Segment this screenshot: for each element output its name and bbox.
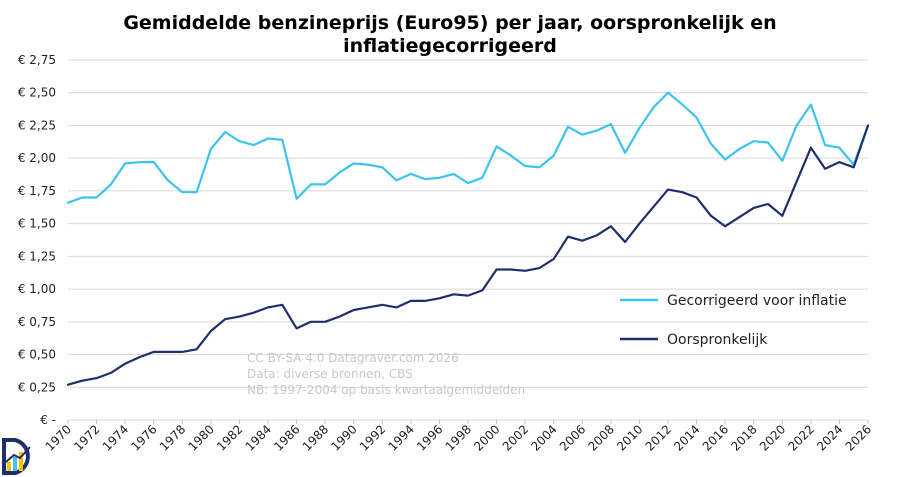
source-annotation: CC BY-SA 4.0 Datagraver.com 2026 Data: di… [247,351,525,397]
chart-title-line: inflatiegecorrigeerd [343,35,557,57]
logo-trend-line [5,446,31,463]
x-tick-label: 1972 [71,422,102,453]
x-tick-label: 1998 [443,422,474,453]
x-tick-label: 1990 [328,422,359,453]
datagraver-logo [2,438,31,475]
series-line-inflation-corrected [66,91,870,204]
x-tick-label: 2012 [643,422,674,453]
x-tick-label: 2008 [585,422,616,453]
x-tick-label: 1976 [128,422,159,453]
chart-title: Gemiddelde benzineprijs (Euro95) per jaa… [123,12,776,57]
logo-bar [7,462,11,471]
x-tick-label: 2018 [728,422,759,453]
logo-bar [19,452,23,471]
chart-title-line: Gemiddelde benzineprijs (Euro95) per jaa… [123,12,776,34]
legend: Gecorrigeerd voor inflatie Oorspronkelijk [620,293,847,348]
x-tick-label: 2004 [528,422,559,453]
x-tick-label: 1992 [357,422,388,453]
x-tick-label: 2014 [671,422,702,453]
logo-bar [13,457,17,471]
legend-label: Gecorrigeerd voor inflatie [667,293,847,309]
x-tick-label: 1980 [185,422,216,453]
y-tick-label: € - [40,413,56,427]
y-tick-label: € 0,50 [18,348,56,362]
x-tick-label: 2010 [614,422,645,453]
x-tick-label: 1986 [271,422,302,453]
y-tick-label: € 2,00 [18,151,56,165]
x-axis-tick-labels: 1970197219741976197819801982198419861988… [43,420,874,454]
x-tick-label: 1978 [157,422,188,453]
gridlines [68,59,868,421]
x-tick-label: 1988 [300,422,331,453]
y-tick-label: € 0,25 [18,380,56,394]
x-tick-label: 1984 [243,422,274,453]
series-line-original [66,124,870,386]
x-tick-label: 1974 [100,422,131,453]
x-tick-label: 2006 [557,422,588,453]
x-tick-label: 2000 [471,422,502,453]
x-tick-label: 2022 [785,422,816,453]
x-tick-label: 2024 [814,422,845,453]
y-tick-label: € 2,75 [18,53,56,67]
y-tick-label: € 1,50 [18,217,56,231]
legend-label: Oorspronkelijk [667,332,768,348]
x-tick-label: 1982 [214,422,245,453]
source-annotation-line: NB: 1997-2004 op basis kwartaalgemiddeld… [247,383,525,397]
y-tick-label: € 1,75 [18,184,56,198]
y-tick-label: € 2,25 [18,118,56,132]
y-tick-label: € 1,00 [18,282,56,296]
x-tick-label: 2020 [757,422,788,453]
series-lines [66,91,870,386]
x-tick-label: 2026 [843,422,874,453]
logo-letter-d [2,438,30,475]
y-tick-label: € 2,50 [18,86,56,100]
y-axis-tick-labels: € - € 0,25 € 0,50 € 0,75 € 1,00 € 1,25 € 1,50 €… [18,53,56,427]
x-tick-label: 1996 [414,422,445,453]
x-tick-label: 2016 [700,422,731,453]
x-tick-label: 2002 [500,422,531,453]
source-annotation-line: Data: diverse bronnen, CBS [247,367,413,381]
y-tick-label: € 0,75 [18,315,56,329]
x-tick-label: 1994 [385,422,416,453]
source-annotation-line: CC BY-SA 4.0 Datagraver.com 2026 [247,351,459,365]
y-tick-label: € 1,25 [18,249,56,263]
